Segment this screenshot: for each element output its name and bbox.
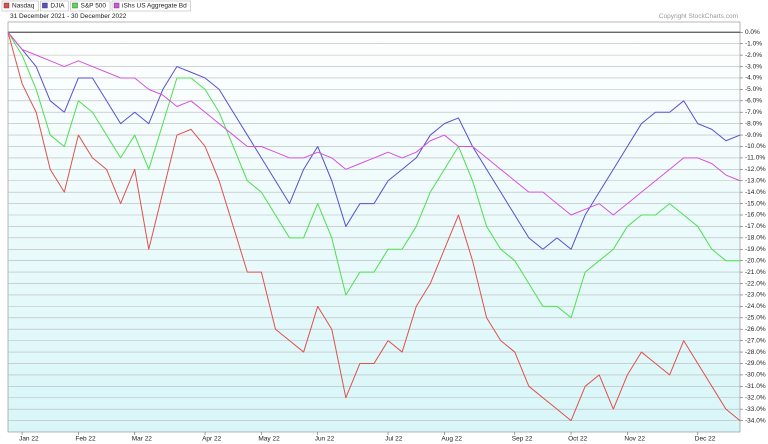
x-tick-label: Oct 22: [568, 436, 588, 443]
x-tick-label: Jun 22: [315, 436, 335, 443]
x-tick-label: Mar 22: [132, 436, 153, 443]
x-tick-label: Sep 22: [512, 436, 533, 443]
legend-swatch: [42, 2, 48, 9]
series-line: [7, 32, 741, 422]
legend-label: iShs US Aggregate Bd: [122, 3, 187, 10]
y-tick-label: -9.0%: [745, 132, 762, 139]
y-tick-label: -29.0%: [745, 360, 766, 367]
y-tick-label: -28.0%: [745, 349, 766, 356]
copyright: Copyright StockCharts.com: [659, 13, 738, 20]
y-tick-label: -1.0%: [745, 40, 762, 47]
x-tick-label: Dec 22: [695, 436, 716, 443]
y-tick-label: -34.0%: [745, 417, 766, 424]
series-line: [7, 32, 740, 319]
y-tick-label: -17.0%: [745, 223, 766, 230]
y-tick-label: -32.0%: [745, 394, 766, 401]
series-line: [7, 31, 741, 250]
legend-box: [70, 0, 111, 12]
x-tick-label: Jul 22: [385, 436, 403, 443]
y-tick-label: -24.0%: [745, 303, 766, 310]
y-tick-label: -13.0%: [745, 177, 766, 184]
y-tick-label: -14.0%: [745, 189, 766, 196]
chart-subtitle: 31 December 2021 - 30 December 2022: [10, 13, 127, 20]
y-tick-label: -26.0%: [745, 326, 766, 333]
y-tick-label: -7.0%: [745, 109, 762, 116]
y-tick-label: -15.0%: [745, 200, 766, 207]
legend-label: DJIA: [50, 3, 65, 10]
series-line: [7, 31, 741, 216]
y-tick-label: -31.0%: [745, 383, 766, 390]
legend-swatch: [3, 2, 10, 9]
y-tick-label: -12.0%: [745, 166, 766, 173]
y-tick-label: -5.0%: [745, 86, 762, 93]
y-tick-label: -30.0%: [745, 372, 766, 379]
x-tick-label: Apr 22: [202, 436, 222, 443]
y-tick-label: -4.0%: [745, 75, 762, 82]
y-tick-label: -18.0%: [745, 235, 766, 242]
y-tick-label: -8.0%: [745, 120, 762, 127]
y-tick-label: -25.0%: [745, 315, 766, 322]
x-tick-label: Jan 22: [19, 436, 39, 443]
legend-label: S&P 500: [81, 3, 107, 10]
x-tick-label: Aug 22: [441, 436, 462, 443]
y-tick-label: -27.0%: [745, 337, 766, 344]
y-tick-label: -3.0%: [745, 63, 762, 70]
y-tick-label: -16.0%: [745, 212, 766, 219]
y-tick-label: -22.0%: [745, 280, 766, 287]
y-tick-label: -10.0%: [745, 143, 766, 150]
legend-label: Nasdaq: [12, 3, 35, 10]
legend-box: [111, 0, 191, 12]
x-tick-label: Nov 22: [624, 436, 645, 443]
y-tick-label: -20.0%: [745, 257, 766, 264]
y-tick-label: -21.0%: [745, 269, 766, 276]
y-tick-label: -2.0%: [745, 52, 762, 59]
y-tick-label: -11.0%: [745, 155, 765, 162]
y-tick-label: -33.0%: [745, 406, 766, 413]
legend-box: [40, 0, 69, 12]
x-tick-label: Feb 22: [75, 436, 96, 443]
y-tick-label: 0.0%: [745, 29, 760, 36]
legend-swatch: [113, 2, 120, 9]
legend-swatch: [72, 2, 78, 9]
y-tick-label: -23.0%: [745, 292, 766, 299]
x-tick-label: May 22: [258, 436, 280, 443]
y-tick-label: -19.0%: [745, 246, 766, 253]
y-tick-label: -6.0%: [745, 98, 762, 105]
legend-box: [1, 0, 39, 12]
